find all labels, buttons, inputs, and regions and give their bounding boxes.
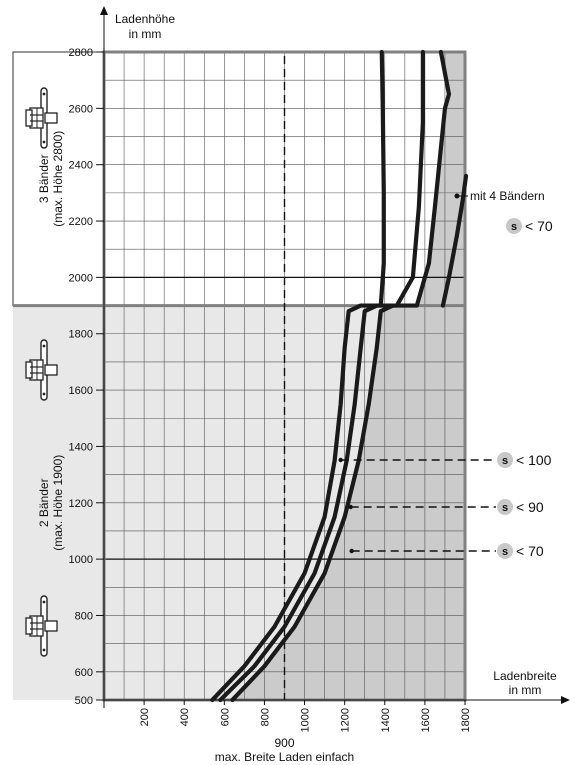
hinge-icon <box>25 339 58 401</box>
x-axis-unit: in mm <box>509 683 542 697</box>
annotation-text: < 90 <box>516 499 544 515</box>
annotation-point <box>348 504 353 510</box>
annotation-text: < 70 <box>525 218 553 234</box>
annotation-text: < 100 <box>516 452 552 468</box>
y-tick-label: 2800 <box>69 47 93 59</box>
x-tick-label: 1600 <box>420 708 432 732</box>
y-tick-label: 1600 <box>69 385 93 397</box>
s-badge <box>506 218 522 234</box>
reference-caption: max. Breite Laden einfach <box>215 750 354 764</box>
zone-label-sub: (max. Höhe 2800) <box>51 131 65 227</box>
series-line-1 <box>218 49 425 703</box>
s-badge-letter: s <box>502 546 508 558</box>
annotation-point <box>349 548 354 554</box>
annotation-text: < 70 <box>516 543 544 559</box>
x-tick-label: 1400 <box>380 708 392 732</box>
s-badge <box>497 452 513 468</box>
hinge-icon <box>25 87 58 149</box>
hinge-icon <box>25 595 58 657</box>
x-tick-label: 600 <box>219 708 231 726</box>
y-tick-label: 1400 <box>69 441 93 453</box>
y-tick-label: 500 <box>75 695 93 707</box>
shaded-region <box>232 52 465 700</box>
y-axis-title: Ladenhöhe <box>115 12 175 26</box>
y-tick-label: 800 <box>75 610 93 622</box>
zone-label: 3 Bänder <box>37 154 51 203</box>
y-tick-label: 2200 <box>69 216 93 228</box>
s-badge <box>497 499 513 515</box>
x-tick-label: 800 <box>259 708 271 726</box>
x-tick-label: 1200 <box>340 708 352 732</box>
x-tick-label: 200 <box>139 708 151 726</box>
series-line-2 <box>230 49 452 703</box>
y-tick-label: 1000 <box>69 554 93 566</box>
y-tick-label: 600 <box>75 667 93 679</box>
y-axis-unit: in mm <box>129 27 162 41</box>
annotation-text: mit 4 Bändern <box>470 189 545 203</box>
x-axis-title: Ladenbreite <box>493 669 557 683</box>
y-tick-label: 2000 <box>69 272 93 284</box>
series-line-0 <box>210 49 386 703</box>
zone-label-sub: (max. Höhe 1900) <box>51 455 65 551</box>
s-badge-letter: s <box>511 221 517 233</box>
y-tick-label: 2400 <box>69 160 93 172</box>
s-badge-letter: s <box>502 455 508 467</box>
reference-value: 900 <box>274 736 294 750</box>
annotation-point <box>338 457 343 463</box>
y-tick-label: 2600 <box>69 103 93 115</box>
s-badge-letter: s <box>502 502 508 514</box>
y-tick-label: 1800 <box>69 329 93 341</box>
series-line-3 <box>440 173 469 308</box>
zone-label: 2 Bänder <box>37 478 51 527</box>
x-tick-label: 1000 <box>300 708 312 732</box>
x-tick-label: 1800 <box>460 708 472 732</box>
s-badge <box>497 543 513 559</box>
y-tick-label: 1200 <box>69 498 93 510</box>
zone-3-band-label-box <box>12 51 105 307</box>
x-tick-label: 400 <box>179 708 191 726</box>
